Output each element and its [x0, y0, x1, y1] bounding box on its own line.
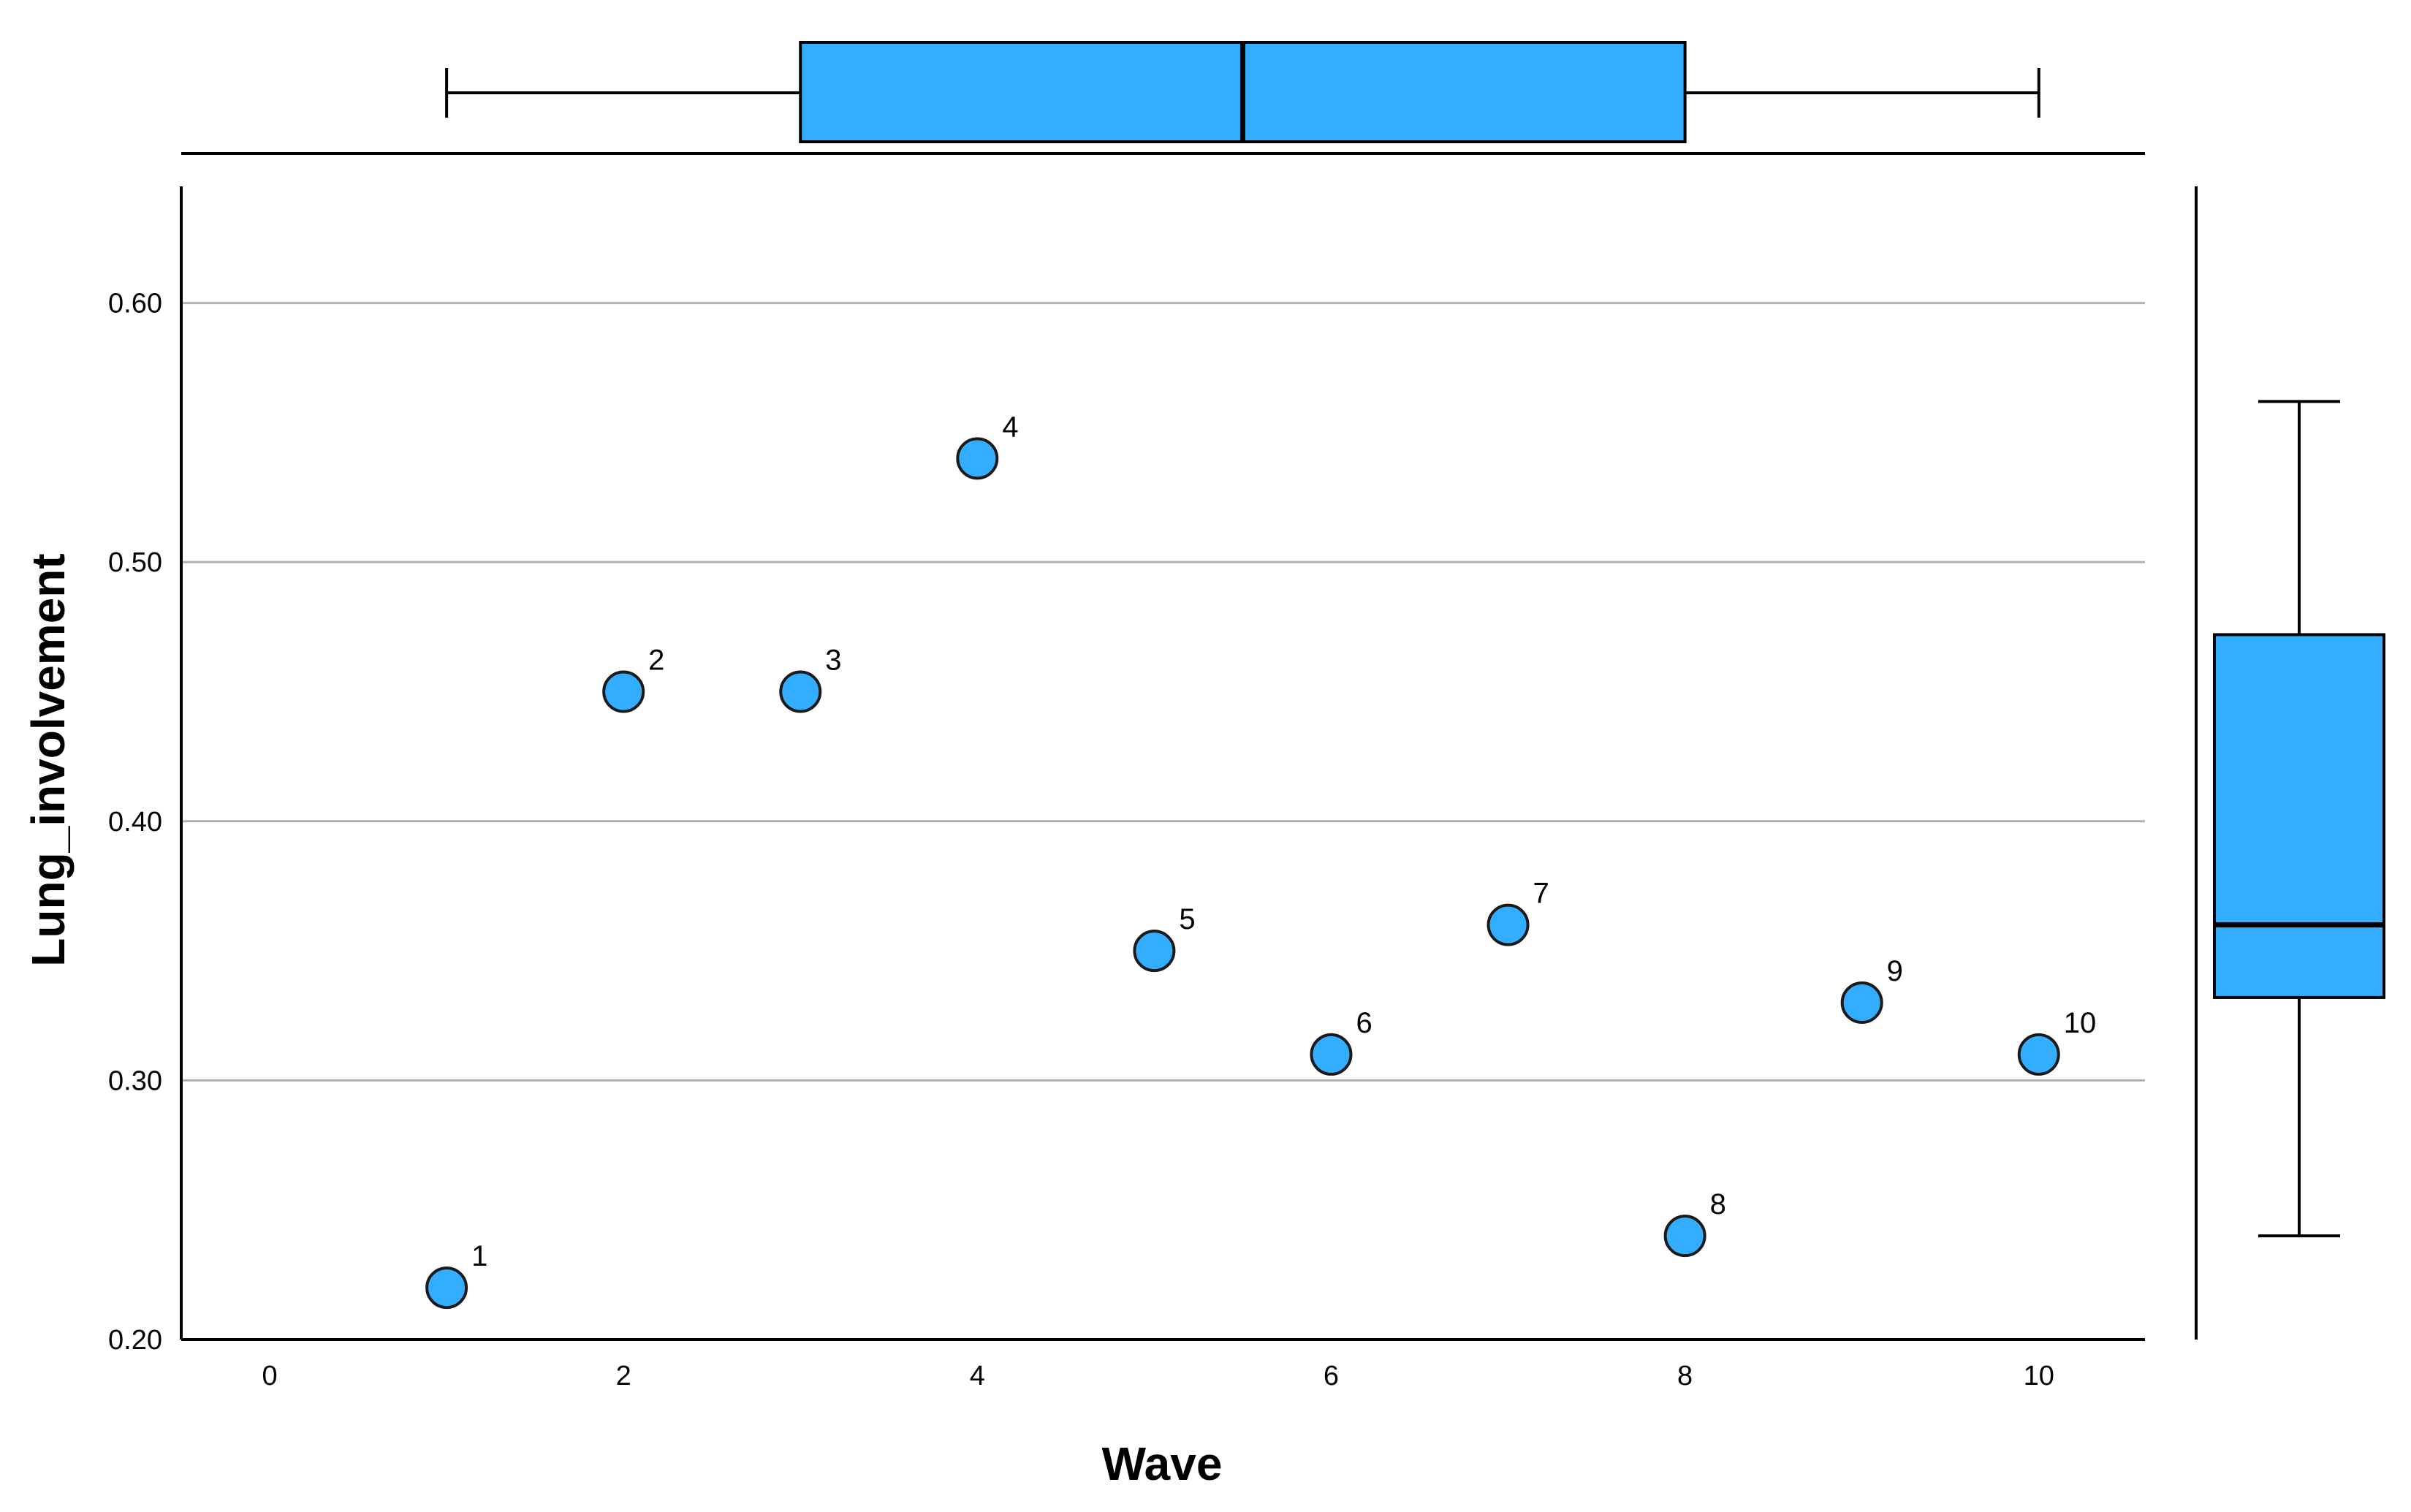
- y-tick-label-0.20: 0.20: [108, 1325, 162, 1356]
- x-tick-labels: 0 2 4 6 8 10: [262, 1361, 2054, 1391]
- data-point-label-8: 8: [1710, 1188, 1726, 1220]
- data-points: 1 2 3 4 5 6 7 8 9 10: [425, 411, 2097, 1310]
- y-tick-label-0.30: 0.30: [108, 1065, 162, 1096]
- right-boxplot-box: [2213, 633, 2385, 999]
- data-point-label-3: 3: [825, 644, 841, 676]
- data-point-label-5: 5: [1179, 903, 1195, 935]
- data-point-label-9: 9: [1887, 955, 1903, 987]
- data-point-7: [1487, 903, 1530, 946]
- x-tick-label-10: 10: [2024, 1361, 2054, 1391]
- x-tick-label-2: 2: [616, 1361, 631, 1391]
- x-tick-label-8: 8: [1677, 1361, 1693, 1391]
- data-point-3: [779, 670, 822, 713]
- data-point-label-1: 1: [471, 1240, 487, 1272]
- data-point-10: [2017, 1033, 2060, 1076]
- data-point-5: [1133, 930, 1176, 973]
- x-tick-label-0: 0: [262, 1361, 277, 1391]
- data-point-label-2: 2: [648, 644, 664, 676]
- data-point-2: [602, 670, 645, 713]
- data-point-label-4: 4: [1002, 411, 1018, 443]
- axes: [180, 186, 2145, 1341]
- x-axis-title: Wave: [1102, 1437, 1223, 1490]
- y-tick-labels: 0.20 0.30 0.40 0.50 0.60: [108, 289, 162, 1356]
- right-boxplot: [2195, 186, 2385, 1340]
- data-point-label-7: 7: [1533, 878, 1549, 910]
- data-point-6: [1310, 1033, 1353, 1076]
- x-tick-label-6: 6: [1324, 1361, 1339, 1391]
- y-tick-label-0.40: 0.40: [108, 807, 162, 837]
- x-tick-label-4: 4: [970, 1361, 985, 1391]
- y-axis-title: Lung_involvement: [22, 553, 75, 966]
- top-boxplot: [181, 41, 2145, 155]
- data-point-label-6: 6: [1356, 1007, 1372, 1039]
- y-tick-label-0.60: 0.60: [108, 289, 162, 319]
- gridlines: [181, 302, 2145, 1082]
- data-point-label-10: 10: [2064, 1007, 2097, 1039]
- data-point-4: [956, 437, 999, 480]
- data-point-8: [1663, 1215, 1706, 1258]
- y-tick-label-0.50: 0.50: [108, 547, 162, 578]
- data-point-1: [425, 1266, 468, 1310]
- data-point-9: [1840, 981, 1883, 1025]
